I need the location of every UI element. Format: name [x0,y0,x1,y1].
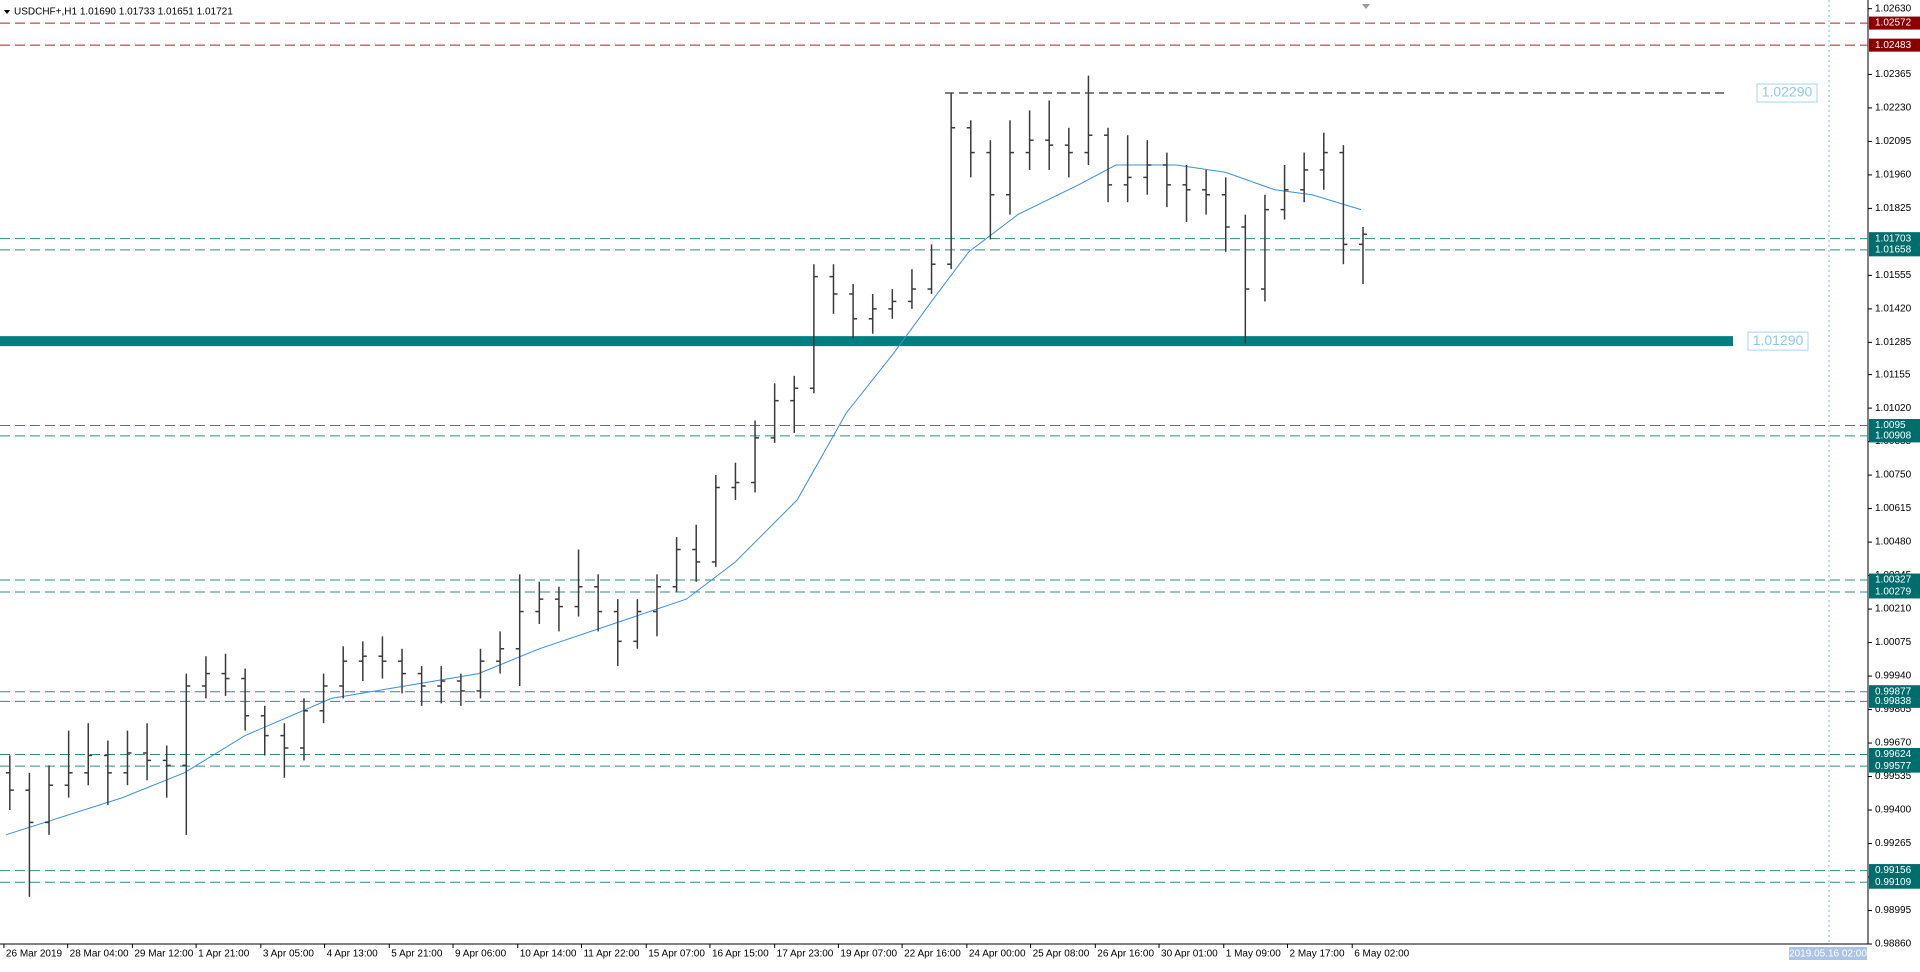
level-price-label: 1.02483 [1875,40,1912,51]
x-tick-label: 29 Mar 12:00 [134,949,193,960]
y-tick-label: 0.99940 [1875,671,1912,682]
x-tick-label: 6 May 02:00 [1354,949,1409,960]
x-tick-label: 24 Apr 00:00 [969,949,1026,960]
x-tick-label: 22 Apr 16:00 [904,949,961,960]
y-tick-label: 1.02230 [1875,103,1912,114]
level-price-label: 1.00279 [1875,587,1912,598]
x-tick-label: 10 Apr 14:00 [520,949,577,960]
x-tick-label: 3 Apr 05:00 [263,949,315,960]
x-tick-label: 1 May 09:00 [1226,949,1281,960]
y-tick-label: 1.00615 [1875,503,1912,514]
level-price-label: 1.01703 [1875,233,1912,244]
moving-average [5,164,1362,836]
level-price-box [1869,232,1920,246]
y-tick-label: 0.99265 [1875,838,1912,849]
level-price-box [1869,243,1920,257]
level-label: 1.01290 [1753,332,1804,348]
x-tick-label: 16 Apr 15:00 [712,949,769,960]
level-price-box [1869,694,1920,708]
y-tick-label: 1.02095 [1875,136,1912,147]
level-price-box [1869,573,1920,587]
x-tick-label: 17 Apr 23:00 [777,949,834,960]
level-price-label: 0.99624 [1875,749,1912,760]
level-price-label: 1.00908 [1875,431,1912,442]
x-tick-label: 30 Apr 01:00 [1161,949,1218,960]
y-tick-label: 1.00075 [1875,637,1912,648]
x-tick-label: 19 Apr 07:00 [840,949,897,960]
y-tick-label: 1.00480 [1875,537,1912,548]
time-marker: 2019.05.16 02:00 [1789,949,1867,960]
time-marker-box [1789,947,1867,960]
level-price-box [1869,16,1920,30]
level-price-box [1869,585,1920,599]
y-tick-label: 1.01555 [1875,270,1912,281]
y-tick-label: 1.01155 [1875,369,1911,380]
y-tick-label: 0.99400 [1875,805,1912,816]
y-tick-label: 1.01285 [1875,337,1912,348]
y-tick-label: 1.01420 [1875,304,1912,315]
y-tick-label: 1.01825 [1875,203,1912,214]
level-label: 1.02290 [1762,84,1813,100]
y-tick-label: 1.00210 [1875,604,1912,615]
level-price-label: 1.0095 [1875,420,1906,431]
level-price-box [1869,429,1920,443]
level-price-box [1869,875,1920,889]
level-price-label: 0.99838 [1875,696,1912,707]
level-label-box [1747,331,1809,351]
level-price-box [1869,38,1920,52]
y-tick-label: 0.99670 [1875,738,1912,749]
x-tick-label: 28 Mar 04:00 [70,949,129,960]
x-tick-label: 26 Mar 2019 [6,949,63,960]
level-price-label: 0.99109 [1875,877,1912,888]
level-price-label: 0.99156 [1875,865,1912,876]
level-price-label: 1.02572 [1875,18,1912,29]
y-tick-label: 0.99805 [1875,704,1912,715]
level-price-label: 1.00327 [1875,575,1912,586]
x-tick-label: 25 Apr 08:00 [1033,949,1090,960]
level-price-box [1869,759,1920,773]
x-tick-label: 11 Apr 22:00 [583,949,639,960]
x-tick-label: 2 May 17:00 [1289,949,1344,960]
y-tick-label: 0.98860 [1875,939,1912,950]
x-tick-label: 4 Apr 13:00 [327,949,379,960]
level-price-label: 0.99877 [1875,686,1912,697]
x-tick-label: 5 Apr 21:00 [391,949,443,960]
level-price-box [1869,418,1920,432]
y-tick-label: 1.02630 [1875,3,1912,14]
level-label-box [1756,83,1818,103]
level-price-label: 1.01658 [1875,244,1912,255]
x-tick-label: 26 Apr 16:00 [1097,949,1154,960]
level-price-box [1869,864,1920,878]
y-tick-label: 1.01020 [1875,403,1912,414]
y-tick-label: 0.98995 [1875,905,1912,916]
level-price-box [1869,747,1920,761]
header-arrow [4,10,10,14]
y-tick-label: 0.99535 [1875,771,1912,782]
level-price-label: 0.99577 [1875,761,1912,772]
y-tick-label: 1.00750 [1875,470,1912,481]
shift-marker [1362,4,1370,9]
header: USDCHF+,H1 1.01690 1.01733 1.01651 1.017… [14,7,233,18]
x-tick-label: 1 Apr 21:00 [198,949,250,960]
y-tick-label: 1.01960 [1875,170,1912,181]
y-tick-label: 1.02365 [1875,69,1912,80]
x-tick-label: 9 Apr 06:00 [455,949,507,960]
x-tick-label: 15 Apr 07:00 [648,949,705,960]
